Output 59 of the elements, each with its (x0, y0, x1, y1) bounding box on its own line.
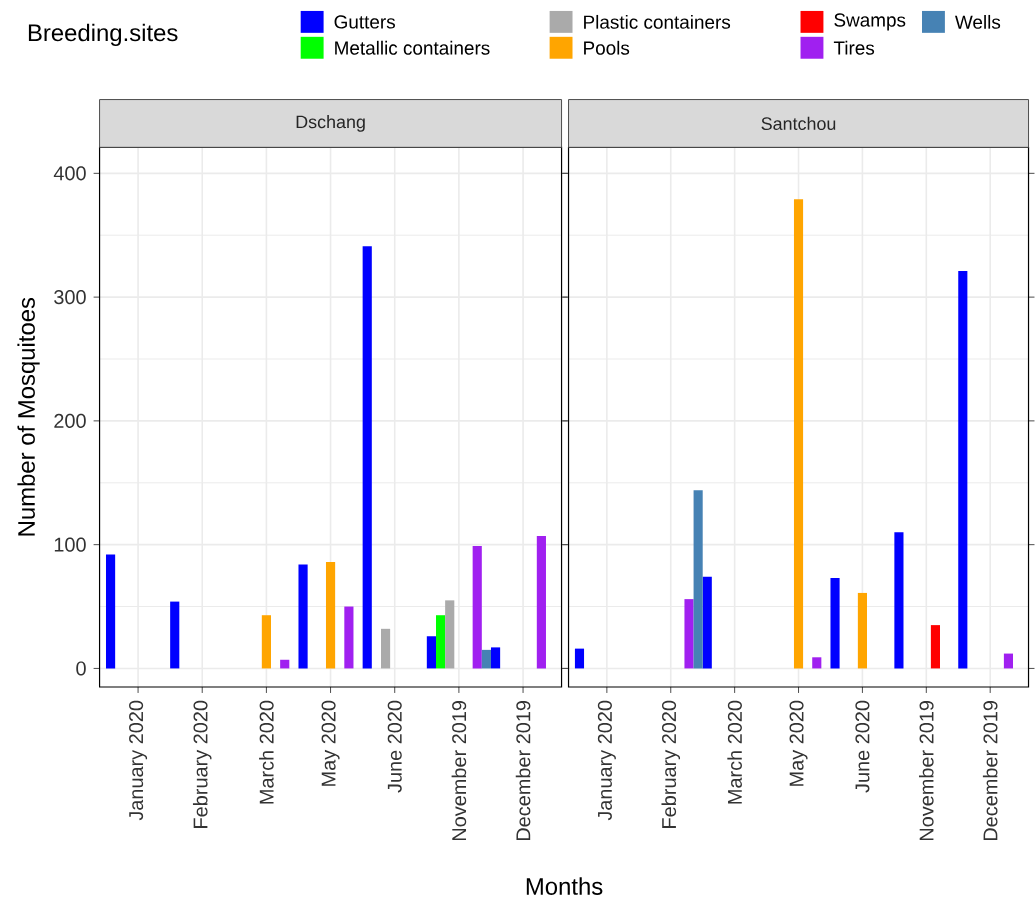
chart-title: Dschang (296, 115, 365, 132)
bar (344, 606, 354, 669)
chart-title: Santchou (761, 116, 836, 131)
bar (1003, 653, 1014, 669)
bar (812, 657, 822, 669)
x-tick-label: May 2020 (789, 700, 808, 786)
bar (298, 564, 308, 669)
x-tick-label: January 2020 (129, 700, 148, 821)
x-tick-label: March 2020 (259, 700, 274, 804)
bar (793, 199, 804, 669)
x-tick-label: February 2020 (661, 700, 681, 828)
bar (857, 592, 867, 669)
legend-label: Tires (833, 40, 875, 55)
y-tick-label: 100 (54, 537, 86, 552)
x-tick-label: December 2019 (982, 700, 998, 841)
bar (958, 271, 968, 669)
bar (702, 576, 712, 669)
bar (362, 246, 372, 669)
x-tick-label: November 2019 (451, 700, 467, 841)
bar (380, 628, 391, 669)
bar (445, 600, 455, 669)
x-axis-title: Months (526, 877, 603, 895)
legend-label: Gutters (334, 15, 395, 29)
bar (490, 647, 501, 669)
bar (536, 535, 546, 669)
x-tick-label: November 2019 (919, 700, 934, 841)
bar (325, 561, 336, 669)
bar (693, 490, 703, 669)
bar (894, 532, 904, 669)
bar (170, 601, 180, 669)
legend-label: Pools (584, 40, 630, 55)
x-tick-label: January 2020 (597, 700, 616, 821)
bar (435, 615, 446, 669)
y-tick-label: 0 (76, 661, 86, 676)
bar (261, 615, 271, 669)
bar (574, 648, 585, 669)
x-tick-label: May 2020 (321, 700, 340, 786)
bar (472, 545, 482, 669)
x-tick-label: June 2020 (855, 700, 870, 793)
legend-title: Breeding.sites (28, 23, 178, 46)
bar (426, 636, 436, 669)
legend-label: Metallic containers (335, 40, 490, 55)
legend-label: Swamps (834, 13, 906, 31)
bar (830, 578, 840, 669)
x-tick-label: June 2020 (387, 700, 402, 793)
bar (280, 659, 290, 669)
x-tick-label: February 2020 (192, 700, 212, 828)
x-tick-label: March 2020 (727, 700, 742, 804)
legend-label: Wells (955, 14, 1001, 29)
bar (684, 599, 694, 669)
y-axis-title: Number of Mosquitoes (17, 297, 40, 536)
bar (930, 625, 940, 669)
x-tick-label: December 2019 (515, 700, 531, 841)
y-tick-label: 400 (53, 166, 86, 181)
y-tick-label: 200 (54, 413, 86, 428)
bar (105, 554, 116, 669)
y-tick-label: 300 (54, 290, 86, 305)
bar (481, 649, 491, 669)
legend-label: Plastic containers (584, 14, 731, 29)
